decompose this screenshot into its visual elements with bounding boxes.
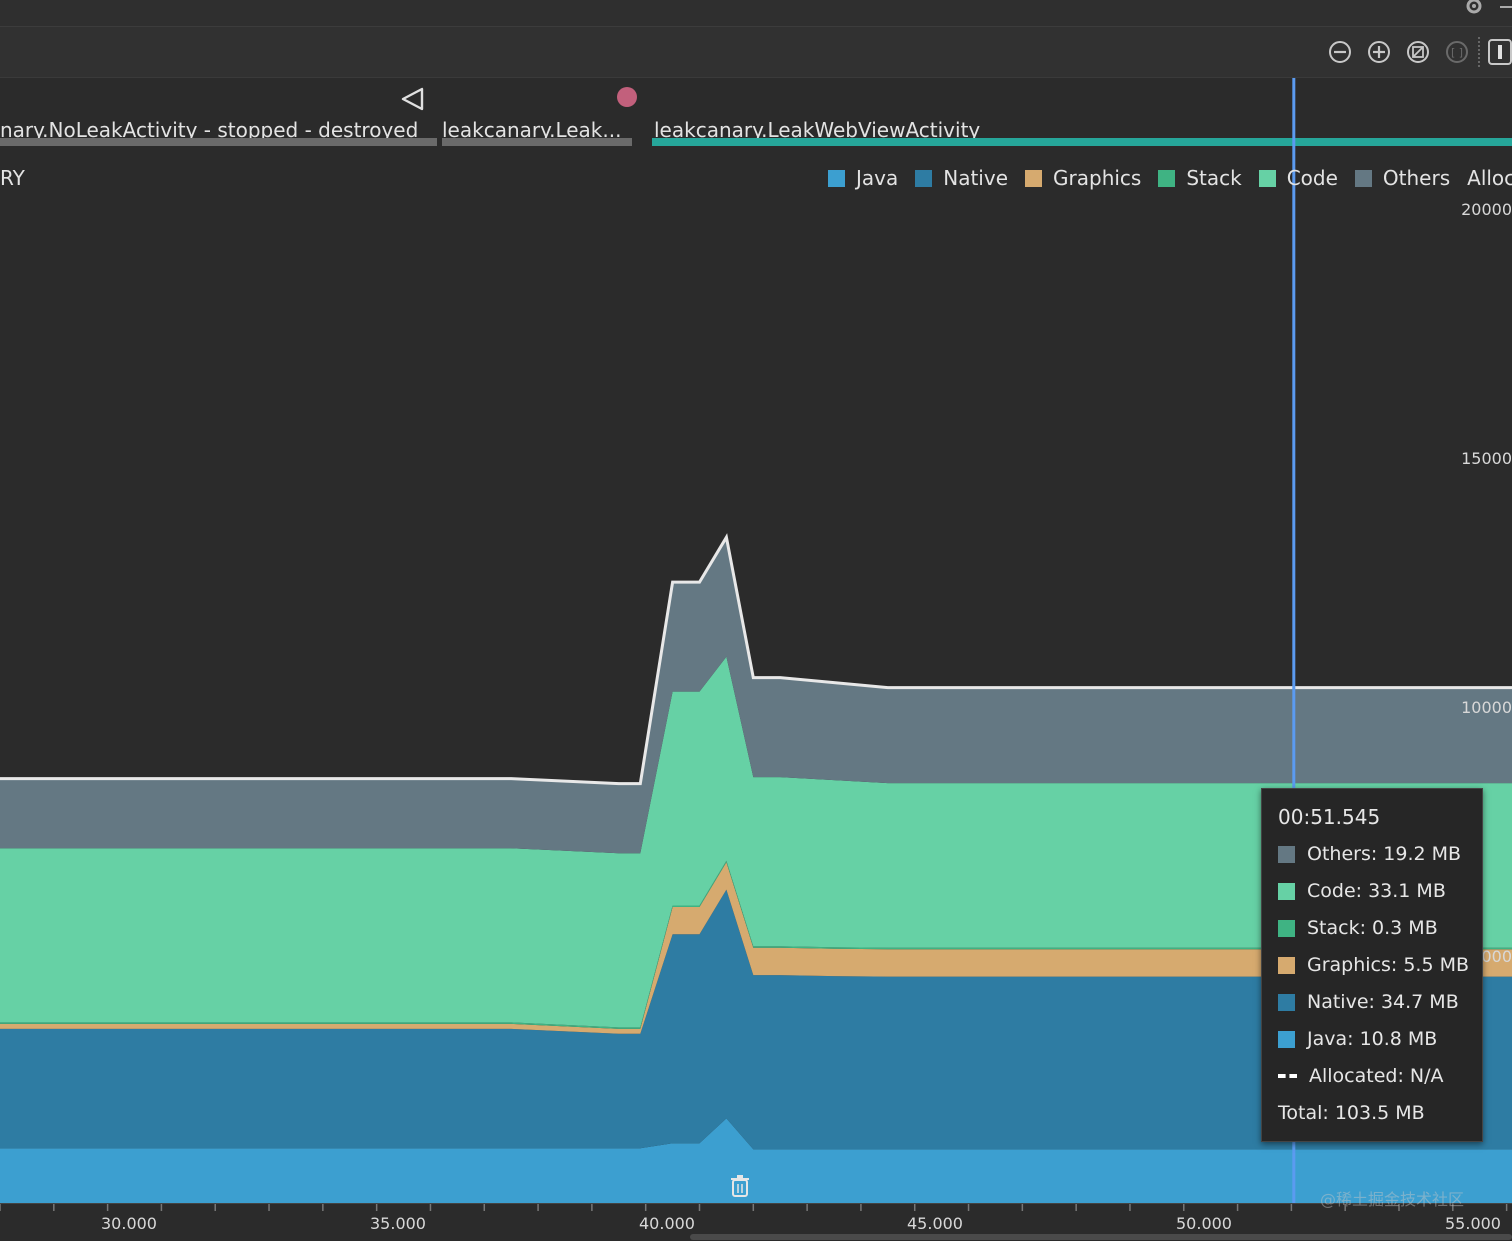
y-tick-label: 10000 [1461,698,1512,717]
tooltip-swatch [1278,882,1295,900]
minimize-icon[interactable] [1500,6,1512,8]
y-tick-label: 15000 [1461,449,1512,468]
zoom-to-selection-icon[interactable]: [ ] [1444,39,1470,65]
legend-item-native: Native [915,166,1008,190]
activity-bar-leak[interactable] [442,138,632,146]
pause-icon[interactable] [1488,39,1512,65]
legend-item-code: Code [1258,166,1338,190]
area-series-others [0,537,1512,854]
legend-item-stack: Stack [1158,166,1242,190]
svg-text:[ ]: [ ] [1451,46,1463,59]
tooltip-time: 00:51.545 [1278,805,1381,829]
legend-swatch [915,169,933,187]
back-triangle-icon [401,87,424,111]
tooltip-swatch [1278,1030,1295,1048]
tooltip-row-graphics: Graphics: 5.5 MB [1278,954,1469,976]
tooltip-row-stack: Stack: 0.3 MB [1278,917,1438,939]
tooltip-swatch [1278,993,1295,1011]
memory-tooltip: 00:51.545 Others: 19.2 MB Code: 33.1 MB … [1261,788,1483,1142]
tooltip-row-java: Java: 10.8 MB [1278,1028,1437,1050]
legend-swatch [1354,169,1372,187]
horizontal-scrollbar[interactable] [690,1234,1512,1240]
x-tick-label: 45.000 [907,1214,963,1233]
total-outline [0,533,1512,786]
tooltip-row-allocated: Allocated: N/A [1278,1065,1444,1087]
touch-event-dot[interactable] [617,87,637,107]
zoom-out-icon[interactable] [1327,39,1353,65]
tooltip-swatch [1278,919,1295,937]
x-tick-label: 35.000 [370,1214,426,1233]
reset-zoom-icon[interactable] [1405,39,1431,65]
legend-swatch [1025,169,1043,187]
dashed-line-icon [1278,1074,1297,1078]
trash-gc-icon[interactable] [730,1174,750,1198]
y-tick-label: 000 [1481,947,1512,966]
x-tick-label: 55.000 [1445,1214,1501,1233]
tooltip-row-native: Native: 34.7 MB [1278,991,1459,1013]
activity-bar-noleak[interactable] [0,138,437,146]
zoom-in-icon[interactable] [1366,39,1392,65]
profiler-toolbar: [ ] [0,27,1512,78]
tooltip-swatch [1278,956,1295,974]
watermark: @稀土掘金技术社区 [1320,1190,1465,1209]
x-tick-label: 40.000 [639,1214,695,1233]
legend-item-graphics: Graphics [1025,166,1141,190]
area-series-java [0,1118,1512,1203]
area-series-code [0,656,1512,1028]
tooltip-row-others: Others: 19.2 MB [1278,843,1461,865]
legend-swatch [1258,169,1276,187]
legend-swatch [1158,169,1176,187]
activity-bar-leakwebview[interactable] [652,138,1512,146]
tooltip-row-total: Total: 103.5 MB [1278,1102,1425,1124]
toolbar-divider [1478,37,1482,67]
legend-swatch [828,169,845,187]
area-series-graphics [0,862,1512,1034]
top-title-bar [0,0,1512,27]
gear-icon[interactable] [1460,0,1488,18]
area-series-native [0,889,1512,1150]
memory-section-label: RY [0,166,25,190]
tooltip-swatch [1278,845,1295,863]
x-tick-label: 50.000 [1176,1214,1232,1233]
x-tick-label: 30.000 [101,1214,157,1233]
y-tick-label: 20000 [1461,200,1512,219]
legend-item-others: Others [1354,166,1450,190]
tooltip-row-code: Code: 33.1 MB [1278,880,1446,902]
time-axis-ticks [0,1204,1508,1211]
legend-item-allocated: Allocate [1467,166,1512,190]
memory-legend: Java Native Graphics Stack Code Others A… [828,166,1512,190]
legend-item-java: Java [828,166,898,190]
